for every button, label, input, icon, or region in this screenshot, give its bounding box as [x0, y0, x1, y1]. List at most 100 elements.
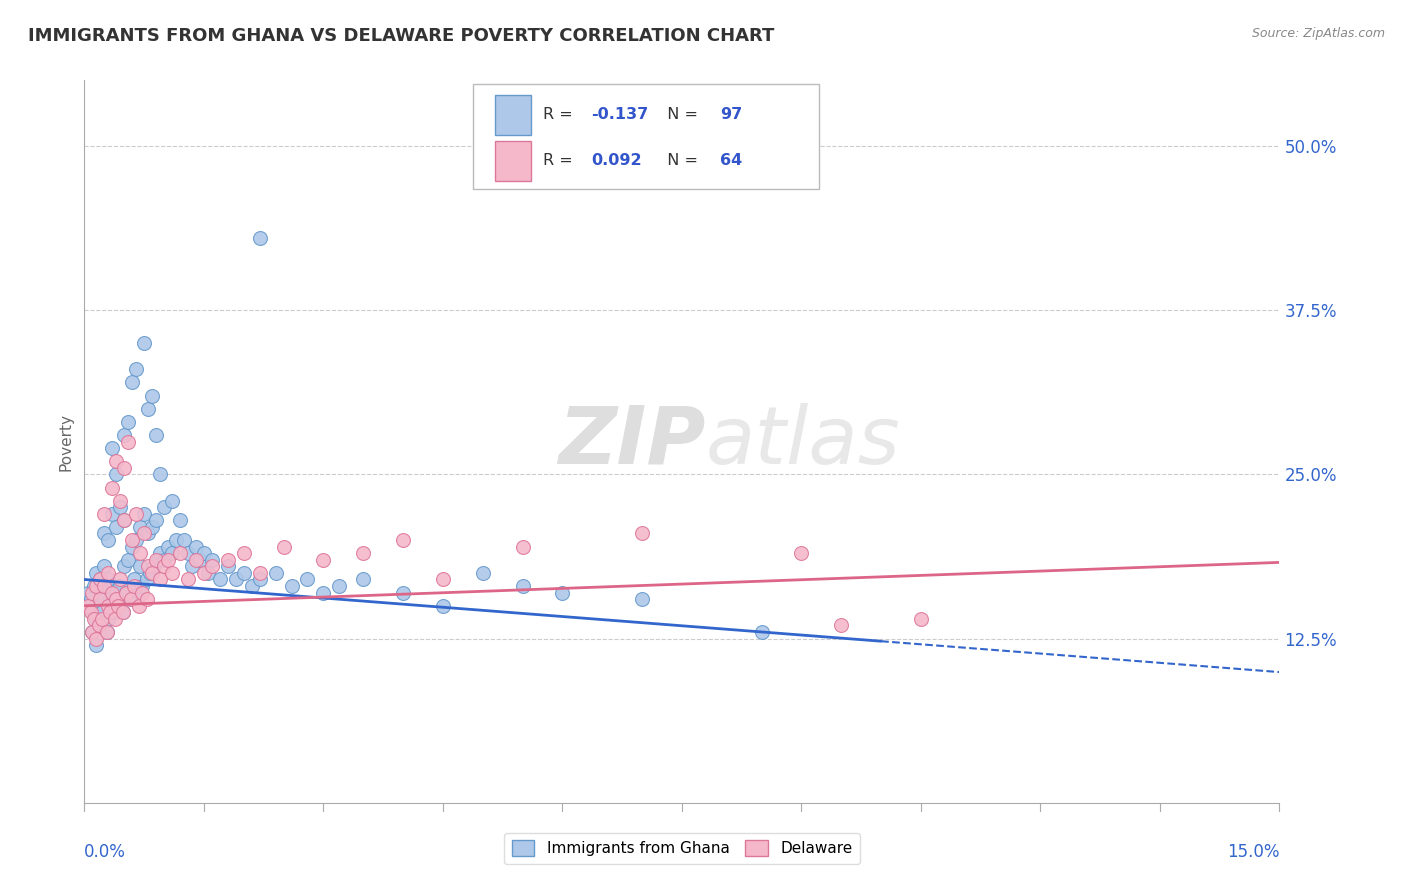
Point	[98, 605, 121, 619]
Point	[240, 579, 263, 593]
Point	[132, 336, 156, 351]
Point	[89, 592, 111, 607]
Point	[312, 553, 335, 567]
Point	[112, 513, 135, 527]
Point	[149, 546, 172, 560]
Point	[125, 507, 148, 521]
Point	[117, 415, 139, 429]
Point	[97, 579, 120, 593]
Point	[432, 573, 454, 587]
Point	[136, 559, 159, 574]
Point	[631, 592, 654, 607]
Point	[181, 559, 204, 574]
Point	[751, 625, 773, 640]
Point	[101, 585, 124, 599]
Point	[110, 500, 132, 515]
Point	[98, 592, 121, 607]
Point	[101, 481, 124, 495]
Point	[105, 454, 128, 468]
Point	[120, 592, 142, 607]
Point	[129, 559, 152, 574]
Point	[193, 546, 215, 560]
Point	[82, 625, 104, 640]
Bar	[495, 95, 531, 135]
Point	[128, 599, 150, 613]
Point	[90, 612, 112, 626]
Point	[328, 579, 350, 593]
Point	[197, 566, 219, 580]
Text: 0.092: 0.092	[591, 153, 641, 169]
Point	[225, 573, 247, 587]
Point	[86, 579, 108, 593]
Point	[89, 573, 111, 587]
Point	[217, 559, 239, 574]
Point	[128, 585, 150, 599]
Point	[149, 573, 172, 587]
Point	[86, 566, 108, 580]
Point	[89, 585, 111, 599]
Point	[87, 618, 110, 632]
Point	[80, 605, 103, 619]
Point	[77, 599, 100, 613]
Point	[93, 592, 115, 607]
Point	[96, 625, 118, 640]
Point	[122, 579, 145, 593]
Point	[97, 533, 120, 547]
Point	[312, 585, 335, 599]
Point	[249, 573, 271, 587]
Point	[110, 573, 132, 587]
Point	[132, 526, 156, 541]
Point	[232, 546, 254, 560]
Point	[132, 507, 156, 521]
Point	[110, 493, 132, 508]
Point	[122, 573, 145, 587]
Point	[173, 533, 195, 547]
Point	[104, 605, 127, 619]
Point	[105, 520, 128, 534]
Point	[89, 573, 111, 587]
Point	[121, 376, 143, 390]
Text: R =: R =	[543, 107, 578, 122]
Point	[392, 533, 415, 547]
Point	[117, 434, 139, 449]
Point	[217, 553, 239, 567]
Point	[107, 599, 129, 613]
Point	[232, 566, 254, 580]
Text: R =: R =	[543, 153, 578, 169]
Point	[112, 559, 135, 574]
Y-axis label: Poverty: Poverty	[58, 412, 73, 471]
Text: N =: N =	[657, 153, 703, 169]
Point	[125, 533, 148, 547]
Point	[249, 231, 271, 245]
Point	[93, 579, 115, 593]
Point	[105, 585, 128, 599]
Point	[129, 546, 152, 560]
Point	[149, 467, 172, 482]
Point	[143, 559, 166, 574]
Point	[153, 500, 176, 515]
Point	[97, 573, 120, 587]
Point	[82, 585, 104, 599]
Point	[121, 540, 143, 554]
Point	[790, 546, 813, 560]
Point	[193, 566, 215, 580]
Point	[184, 540, 207, 554]
Point	[97, 566, 120, 580]
Point	[101, 441, 124, 455]
Text: atlas: atlas	[706, 402, 901, 481]
Point	[112, 428, 135, 442]
Legend: Immigrants from Ghana, Delaware: Immigrants from Ghana, Delaware	[503, 832, 860, 863]
Point	[136, 401, 159, 416]
Point	[121, 533, 143, 547]
Point	[135, 592, 157, 607]
Point	[80, 592, 103, 607]
Point	[188, 553, 211, 567]
Point	[111, 605, 134, 619]
Point	[471, 566, 494, 580]
Bar	[495, 141, 531, 180]
Point	[90, 605, 112, 619]
FancyBboxPatch shape	[472, 84, 820, 189]
Point	[97, 599, 120, 613]
Point	[631, 526, 654, 541]
Point	[208, 573, 231, 587]
